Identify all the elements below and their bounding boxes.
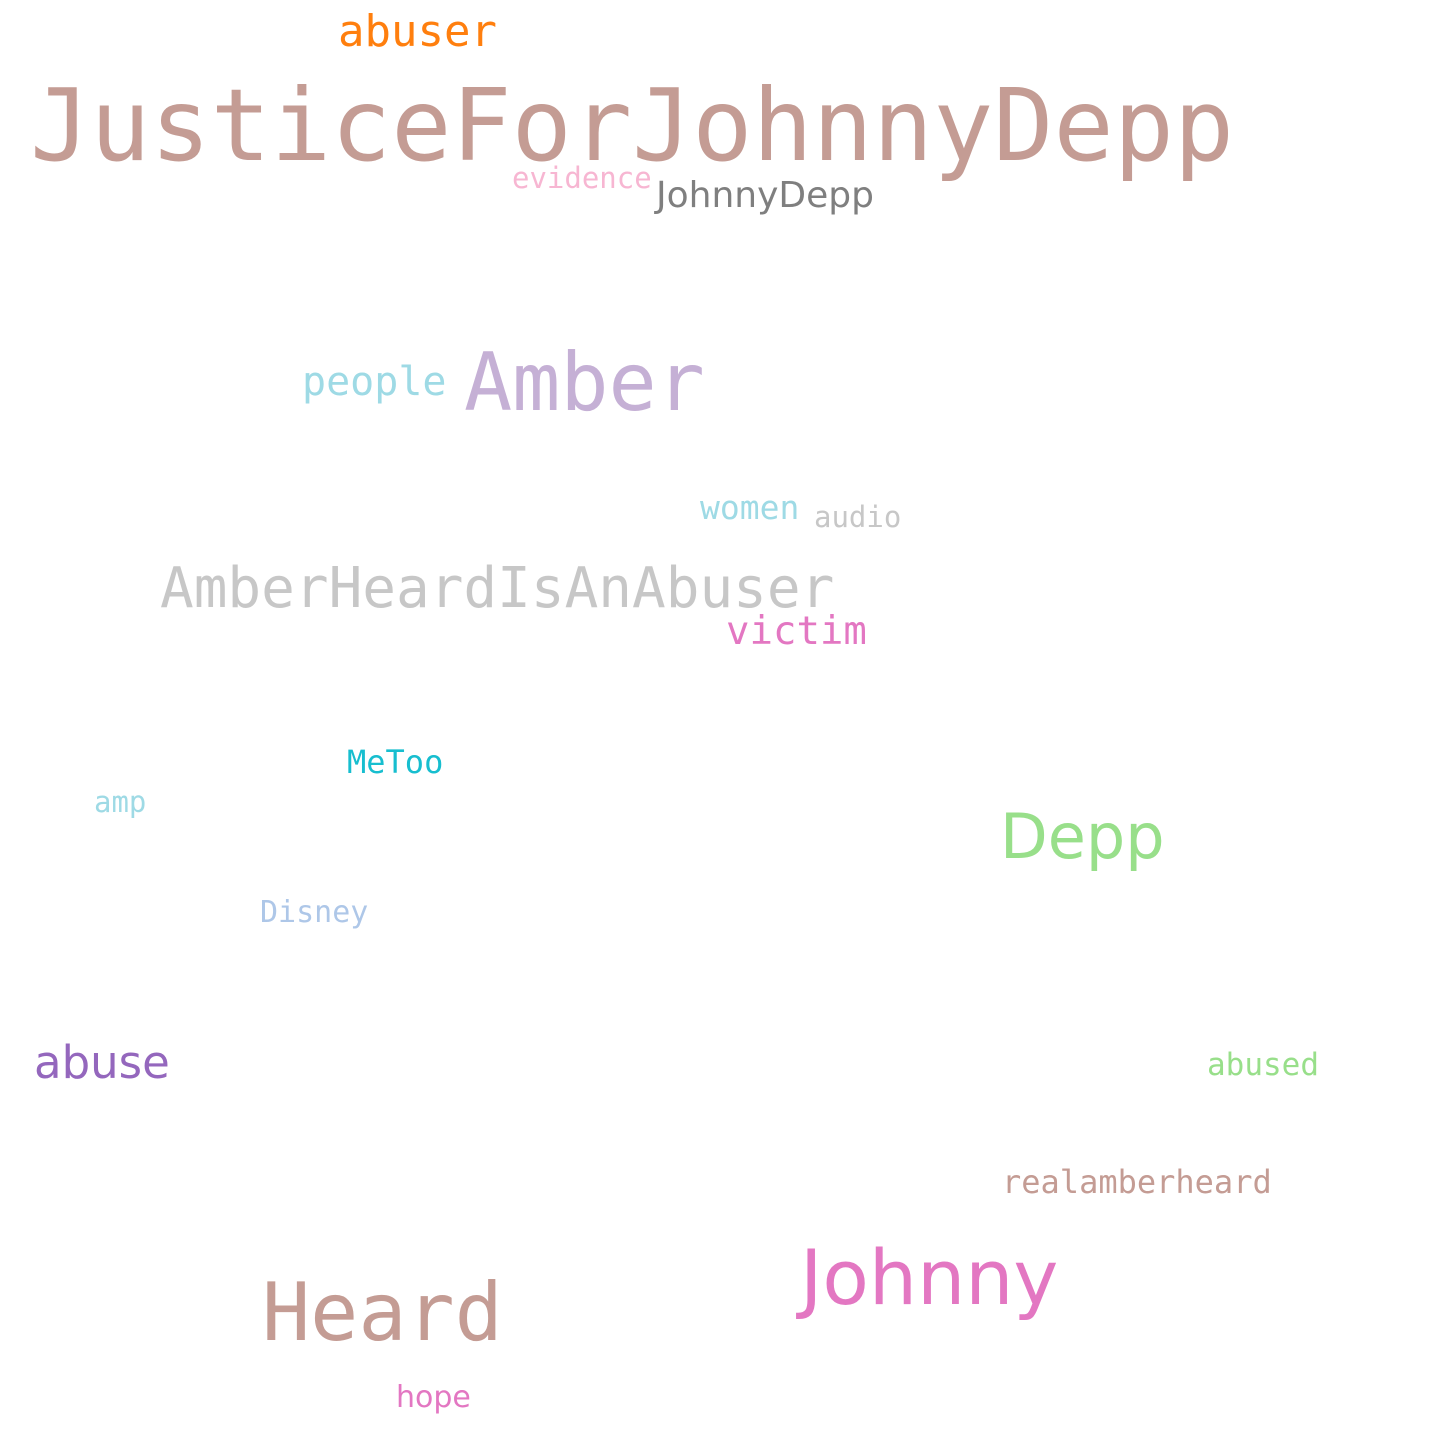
word-evidence: evidence	[512, 161, 652, 195]
word-abused: abused	[1207, 1047, 1319, 1083]
word-johnnydepp: JohnnyDepp	[656, 175, 874, 216]
word-disney: Disney	[260, 895, 369, 930]
word-amber: Amber	[464, 336, 705, 429]
word-depp: Depp	[1000, 800, 1165, 873]
word-victim: victim	[726, 609, 867, 654]
word-women: women	[700, 488, 800, 527]
word-amberheardisanabuser: AmberHeardIsAnAbuser	[160, 556, 835, 621]
word-amp: amp	[94, 785, 147, 819]
word-abuse: abuse	[34, 1036, 170, 1089]
word-justicefor: JusticeForJohnnyDepp	[30, 67, 1235, 184]
word-people: people	[302, 359, 447, 405]
word-johnny: Johnny	[800, 1233, 1059, 1322]
word-abuser: abuser	[338, 6, 497, 57]
word-audio: audio	[814, 500, 902, 534]
word-heard: Heard	[262, 1266, 503, 1359]
word-metoo: MeToo	[347, 743, 444, 781]
word-realamberheard: realamberheard	[1002, 1163, 1272, 1201]
word-hope: hope	[396, 1380, 471, 1415]
